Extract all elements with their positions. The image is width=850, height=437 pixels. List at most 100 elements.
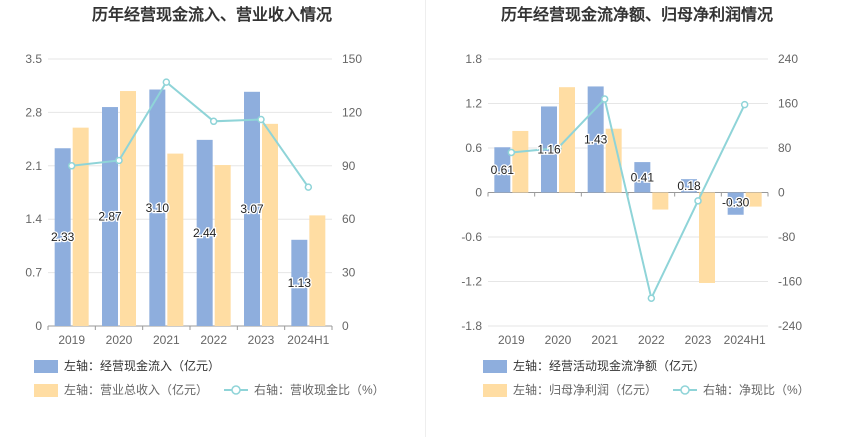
line-point[interactable] [209, 117, 218, 126]
legend-label: 左轴：归母净利润（亿元） [513, 382, 657, 397]
y-right-tick-label: -240 [778, 319, 802, 333]
line-point[interactable] [647, 294, 656, 302]
data-label: 0.18 [677, 179, 701, 193]
y-left-tick-label: 2.8 [25, 105, 42, 119]
data-label: 2.33 [51, 230, 75, 244]
legend-item[interactable]: 右轴：营收现金比（%） [224, 382, 385, 397]
data-label: 3.07 [240, 202, 264, 216]
y-left-tick-label: 3.5 [25, 52, 42, 66]
bar-secondary[interactable] [512, 130, 529, 193]
x-tick-label: 2021 [591, 333, 618, 347]
x-tick-label: 2020 [545, 333, 572, 347]
y-left-tick-label: 1.4 [25, 212, 42, 226]
data-label: 0.61 [491, 163, 515, 177]
bar-secondary[interactable] [72, 127, 89, 327]
y-left-tick-label: 0 [475, 186, 482, 200]
y-left-tick-label: 1.2 [465, 97, 482, 111]
y-right-tick-label: 240 [778, 52, 798, 66]
y-left-tick-label: -1.2 [461, 275, 482, 289]
legend-swatch-point [231, 385, 241, 395]
line-point[interactable] [507, 148, 516, 157]
bar-secondary[interactable] [167, 153, 184, 326]
data-label: -0.30 [722, 196, 750, 210]
line-point[interactable] [304, 183, 313, 191]
legend-item[interactable]: 左轴：营业总收入（亿元） [34, 382, 208, 397]
x-tick-label: 2020 [106, 333, 133, 347]
line-point[interactable] [740, 100, 749, 109]
bar-secondary[interactable] [262, 123, 278, 326]
legend-item[interactable]: 左轴：经营现金流入（亿元） [34, 358, 220, 373]
x-tick-label: 2021 [153, 333, 180, 347]
bar-secondary[interactable] [120, 91, 136, 326]
y-left-tick-label: -0.6 [461, 230, 482, 244]
bar-primary[interactable] [244, 91, 260, 326]
bar-primary[interactable] [149, 89, 166, 326]
bar-primary[interactable] [291, 239, 308, 326]
bar-secondary[interactable] [745, 192, 762, 207]
legend-item[interactable]: 右轴：净现比（%） [673, 382, 810, 397]
legend-swatch [34, 384, 58, 397]
bar-secondary[interactable] [214, 165, 231, 326]
legend-label: 左轴：经营活动现金流净额（亿元） [513, 358, 705, 373]
y-left-tick-label: -1.8 [461, 319, 482, 333]
bar-secondary[interactable] [652, 192, 669, 210]
y-right-tick-label: 90 [342, 159, 356, 173]
x-tick-label: 2022 [200, 333, 227, 347]
x-tick-label: 2023 [248, 333, 275, 347]
y-right-tick-label: 80 [778, 141, 792, 155]
legend-swatch [483, 360, 507, 373]
legend-item[interactable]: 左轴：经营活动现金流净额（亿元） [483, 358, 705, 373]
chart-title: 历年经营现金流入、营业收入情况 [92, 5, 332, 24]
line-point[interactable] [600, 95, 609, 103]
line-point[interactable] [554, 144, 562, 152]
series-line [511, 97, 746, 302]
y-right-tick-label: 0 [342, 319, 349, 333]
y-left-tick-label: 0.7 [25, 266, 42, 280]
x-tick-label: 2023 [685, 333, 712, 347]
bar-primary[interactable] [196, 139, 213, 326]
y-right-tick-label: 120 [342, 105, 362, 119]
legend-item[interactable]: 左轴：归母净利润（亿元） [483, 382, 657, 397]
chart-net-cashflow-profit: 历年经营现金流净额、归母净利润情况 -1.8 -1.2 -0.6 0 0.6 1.2 1.8 -… [461, 5, 810, 397]
line-point[interactable] [257, 115, 265, 124]
y-right-tick-label: -160 [778, 275, 802, 289]
data-label: 2.44 [193, 226, 217, 240]
line-point[interactable] [115, 156, 123, 165]
chart-cash-inflow-revenue: 历年经营现金流入、营业收入情况 0 0.7 1.4 2.1 2.8 3.5 0 30 60 90 12… [25, 5, 385, 397]
chart-title: 历年经营现金流净额、归母净利润情况 [501, 5, 773, 24]
y-left-tick-label: 2.1 [25, 159, 42, 173]
y-left-tick-label: 0 [35, 319, 42, 333]
legend-label: 左轴：营业总收入（亿元） [64, 382, 208, 397]
line-point[interactable] [162, 78, 171, 86]
bar-primary[interactable] [54, 148, 71, 326]
bar-primary[interactable] [494, 147, 511, 193]
x-tick-label: 2019 [58, 333, 85, 347]
legend-label: 右轴：营收现金比（%） [254, 382, 385, 397]
data-label: 2.87 [98, 210, 122, 224]
x-tick-label: 2024H1 [287, 333, 329, 347]
data-label: 1.16 [537, 142, 561, 156]
bar-primary[interactable] [681, 179, 697, 193]
data-label: 0.41 [631, 170, 655, 184]
bar-primary[interactable] [634, 162, 651, 193]
line-point[interactable] [694, 197, 702, 205]
legend-swatch [34, 360, 58, 373]
x-tick-label: 2024H1 [724, 333, 766, 347]
legend-swatch-point [680, 385, 690, 395]
data-label: 3.10 [146, 201, 170, 215]
data-label: 1.43 [584, 132, 608, 146]
series-line [71, 80, 310, 188]
x-tick-label: 2019 [498, 333, 525, 347]
y-right-tick-label: 0 [778, 186, 785, 200]
bar-secondary[interactable] [605, 128, 622, 193]
y-right-tick-label: 150 [342, 52, 362, 66]
bar-secondary[interactable] [309, 215, 326, 326]
y-right-tick-label: -80 [778, 230, 796, 244]
bar-secondary[interactable] [699, 192, 715, 283]
y-right-tick-label: 30 [342, 266, 356, 280]
bar-primary[interactable] [727, 192, 744, 215]
line-point[interactable] [67, 162, 76, 170]
divider [425, 0, 426, 437]
x-tick-label: 2022 [638, 333, 665, 347]
